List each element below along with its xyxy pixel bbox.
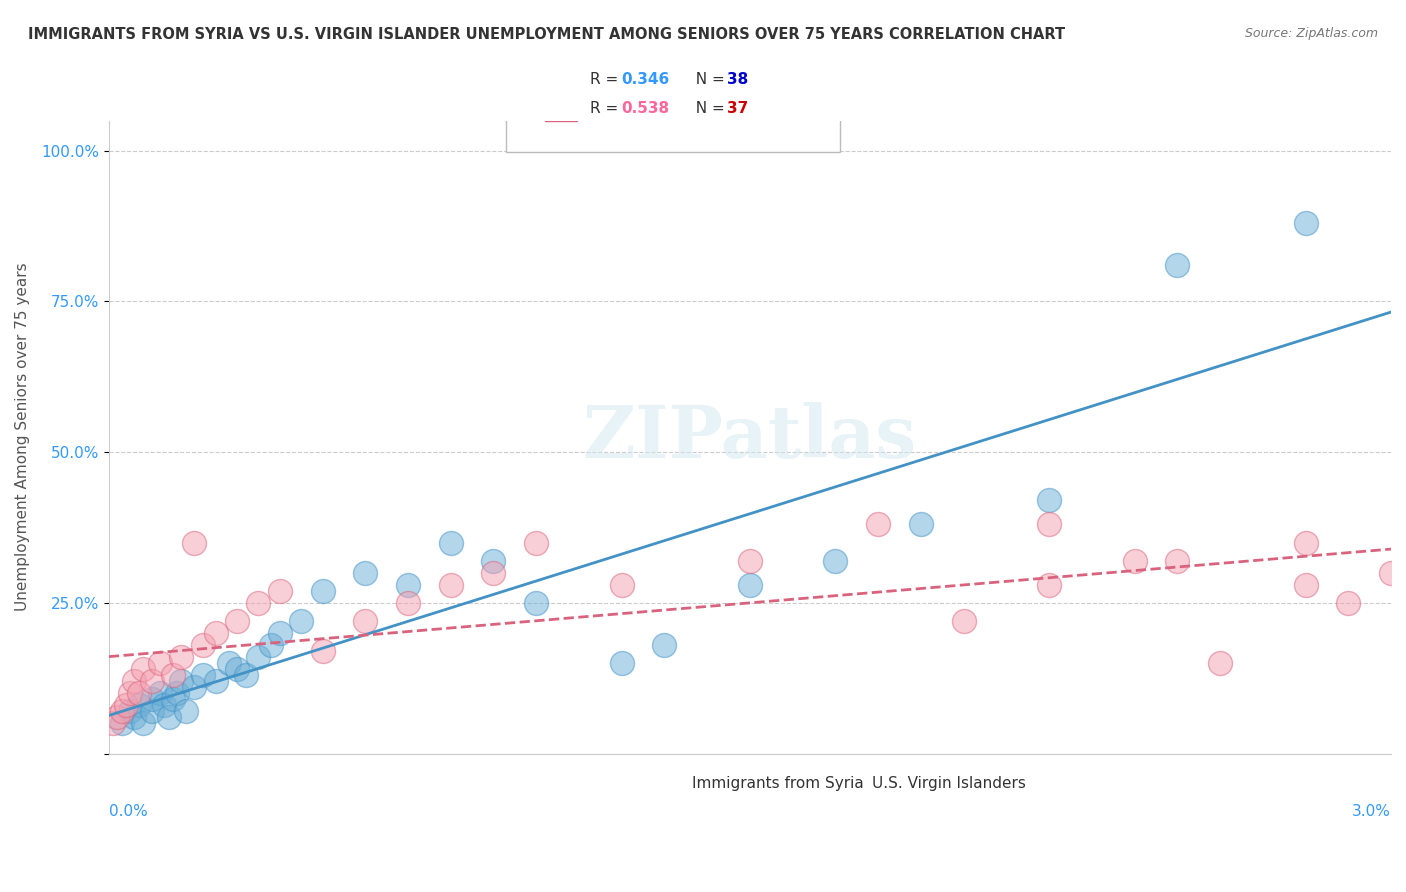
- Point: [101, 716, 124, 731]
- Text: Source: ZipAtlas.com: Source: ZipAtlas.com: [1244, 27, 1378, 40]
- Point: [124, 674, 146, 689]
- Point: [132, 662, 155, 676]
- Point: [260, 638, 283, 652]
- Point: [910, 517, 932, 532]
- Point: [111, 704, 134, 718]
- Point: [1038, 517, 1060, 532]
- Point: [868, 517, 890, 532]
- Point: [226, 662, 249, 676]
- Point: [952, 614, 974, 628]
- Text: ZIPatlas: ZIPatlas: [583, 401, 917, 473]
- Point: [132, 716, 155, 731]
- Text: 0.346: 0.346: [621, 72, 669, 87]
- FancyBboxPatch shape: [839, 776, 863, 791]
- Point: [1123, 554, 1146, 568]
- Text: 0.0%: 0.0%: [108, 805, 148, 819]
- Point: [482, 566, 505, 580]
- Point: [162, 692, 184, 706]
- Text: Immigrants from Syria: Immigrants from Syria: [692, 776, 863, 791]
- Point: [354, 614, 377, 628]
- Point: [654, 638, 676, 652]
- Point: [824, 554, 846, 568]
- Text: IMMIGRANTS FROM SYRIA VS U.S. VIRGIN ISLANDER UNEMPLOYMENT AMONG SENIORS OVER 75: IMMIGRANTS FROM SYRIA VS U.S. VIRGIN ISL…: [28, 27, 1066, 42]
- Point: [247, 650, 270, 665]
- Point: [183, 680, 205, 694]
- Point: [738, 578, 761, 592]
- Point: [141, 674, 163, 689]
- Point: [226, 614, 249, 628]
- Point: [738, 554, 761, 568]
- Point: [141, 704, 163, 718]
- Text: N =: N =: [686, 101, 730, 115]
- Point: [396, 596, 419, 610]
- FancyBboxPatch shape: [506, 51, 839, 153]
- Point: [170, 650, 193, 665]
- FancyBboxPatch shape: [544, 73, 576, 92]
- Point: [141, 692, 163, 706]
- Point: [610, 656, 633, 670]
- Point: [218, 656, 240, 670]
- Point: [311, 644, 333, 658]
- Point: [166, 686, 188, 700]
- Point: [149, 656, 172, 670]
- Point: [1038, 578, 1060, 592]
- Point: [191, 638, 214, 652]
- Point: [124, 710, 146, 724]
- Text: R =: R =: [589, 72, 623, 87]
- Point: [1166, 554, 1188, 568]
- Point: [1166, 258, 1188, 272]
- Text: 38: 38: [727, 72, 748, 87]
- Point: [440, 535, 463, 549]
- Point: [191, 668, 214, 682]
- Point: [120, 704, 142, 718]
- Point: [311, 583, 333, 598]
- Point: [290, 614, 312, 628]
- Point: [354, 566, 377, 580]
- Point: [204, 626, 226, 640]
- Text: U.S. Virgin Islanders: U.S. Virgin Islanders: [872, 776, 1025, 791]
- Text: N =: N =: [686, 72, 730, 87]
- Point: [440, 578, 463, 592]
- Text: 3.0%: 3.0%: [1353, 805, 1391, 819]
- Point: [183, 535, 205, 549]
- Point: [149, 686, 172, 700]
- Point: [482, 554, 505, 568]
- Point: [1038, 493, 1060, 508]
- Point: [1209, 656, 1232, 670]
- Point: [524, 596, 547, 610]
- Point: [204, 674, 226, 689]
- Point: [1295, 578, 1317, 592]
- Point: [1337, 596, 1360, 610]
- Point: [153, 698, 176, 713]
- Point: [235, 668, 257, 682]
- Point: [105, 710, 128, 724]
- Point: [111, 716, 134, 731]
- Point: [170, 674, 193, 689]
- Y-axis label: Unemployment Among Seniors over 75 years: Unemployment Among Seniors over 75 years: [15, 263, 30, 611]
- FancyBboxPatch shape: [661, 776, 683, 791]
- Point: [396, 578, 419, 592]
- Point: [269, 626, 291, 640]
- Point: [120, 686, 142, 700]
- Point: [128, 698, 150, 713]
- Text: R =: R =: [589, 101, 623, 115]
- Point: [157, 710, 180, 724]
- Point: [247, 596, 270, 610]
- Point: [1379, 566, 1402, 580]
- Text: 37: 37: [727, 101, 748, 115]
- Point: [269, 583, 291, 598]
- Point: [115, 698, 138, 713]
- Point: [610, 578, 633, 592]
- Point: [1295, 535, 1317, 549]
- Point: [1295, 216, 1317, 230]
- Point: [174, 704, 197, 718]
- Point: [128, 686, 150, 700]
- Point: [162, 668, 184, 682]
- Point: [524, 535, 547, 549]
- Text: 0.538: 0.538: [621, 101, 669, 115]
- FancyBboxPatch shape: [544, 102, 576, 120]
